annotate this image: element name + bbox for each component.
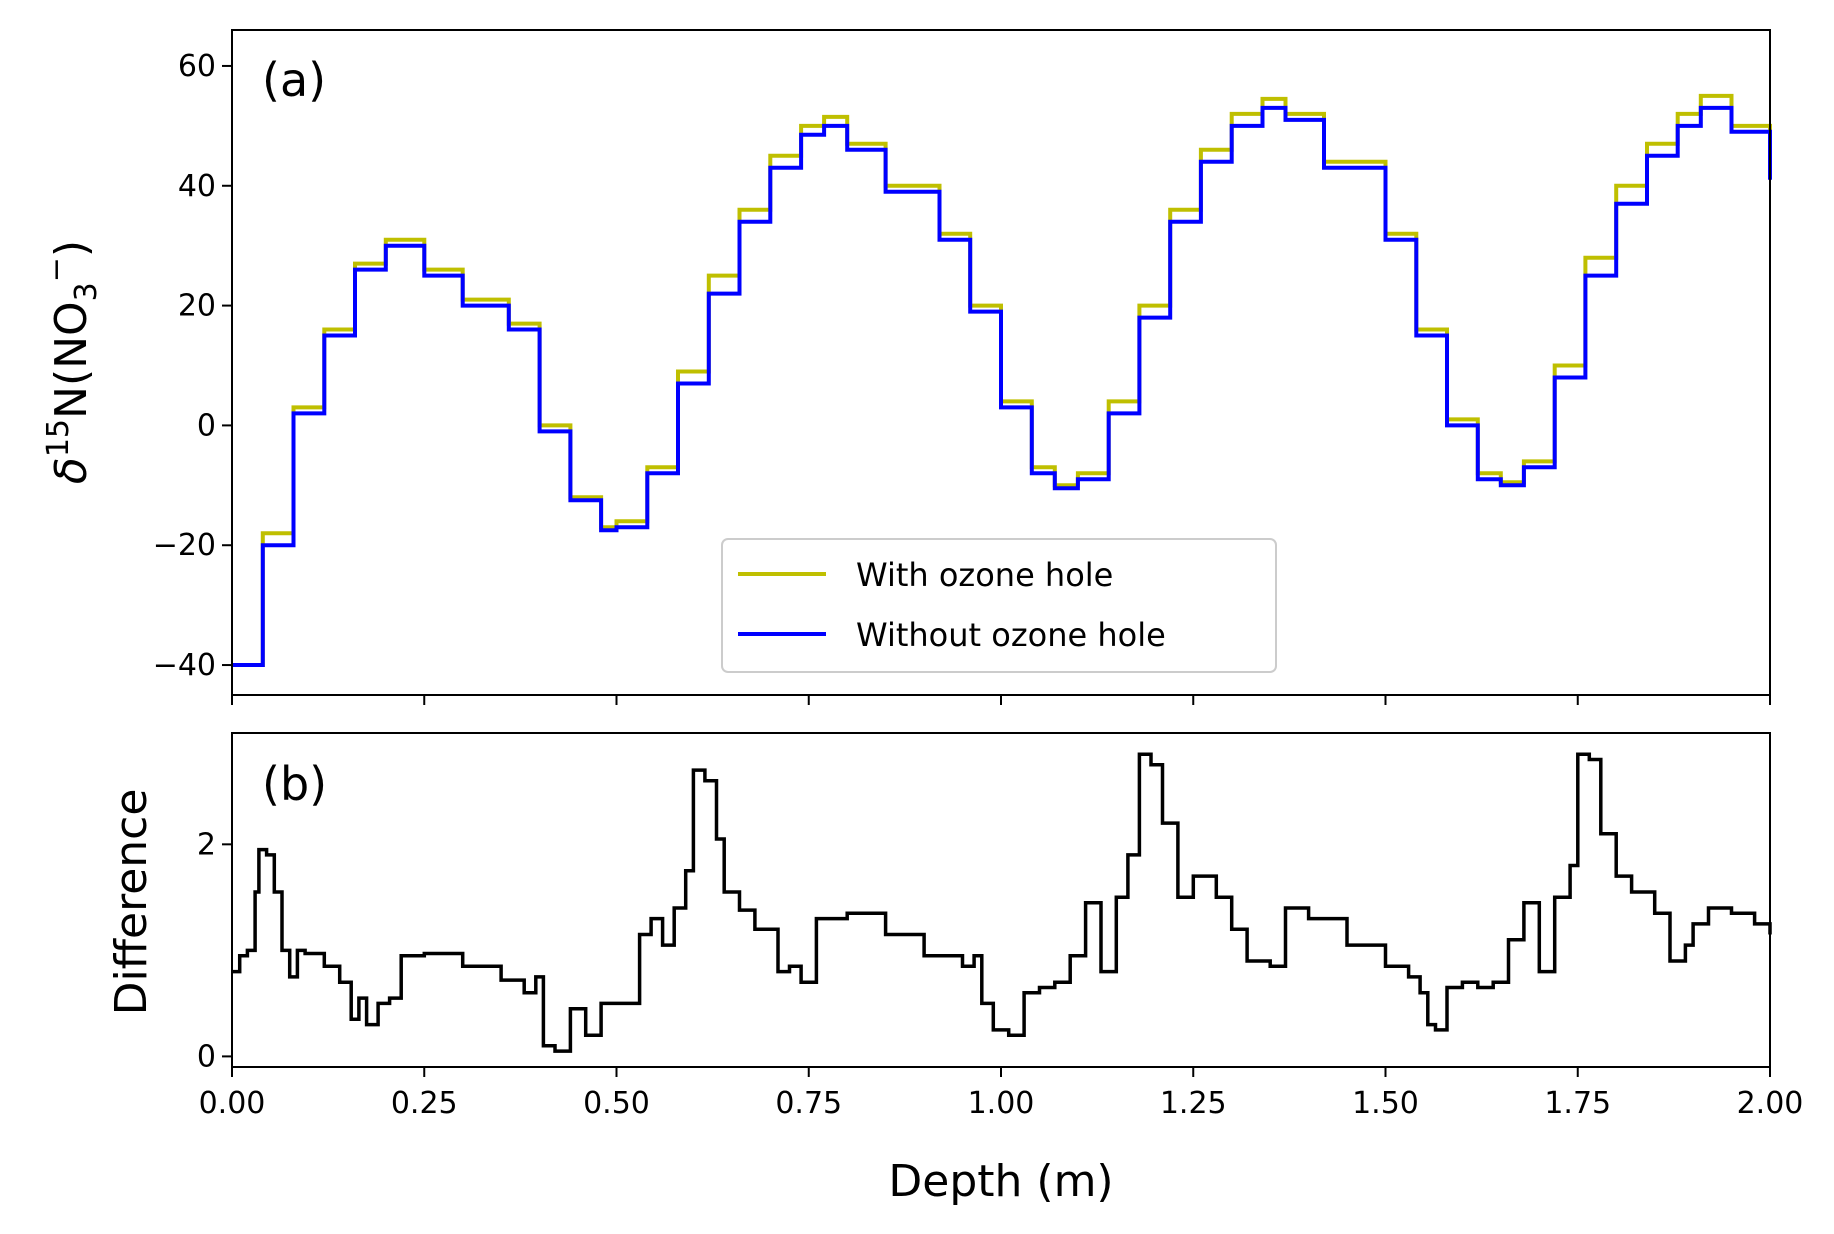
x-tick-label-7: 1.75 — [1544, 1086, 1611, 1121]
panel-b-label: (b) — [262, 757, 327, 811]
panel-a-x-ticks — [231, 695, 1771, 705]
x-tick-label-8: 2.00 — [1737, 1086, 1804, 1121]
ylabel-superscript: − — [39, 257, 74, 282]
series-line-b-0 — [232, 752, 1772, 1053]
y-tick-label-b-0: 0 — [197, 1039, 216, 1074]
panel-b-x-ticks: 0.00 0.25 0.50 0.75 1.00 1.25 1.50 1.75 2.00 — [199, 1067, 1804, 1121]
x-tick-label-6: 1.50 — [1352, 1086, 1419, 1121]
x-tick-label-3: 0.75 — [775, 1086, 842, 1121]
x-tick-label-4: 1.00 — [968, 1086, 1035, 1121]
panel-a-label: (a) — [262, 53, 326, 107]
panel-b: 02 0.00 0.25 0.50 0.75 1.00 1.25 1.50 1.75 2.00 … — [106, 732, 1804, 1207]
x-tick-label-2: 0.50 — [583, 1086, 650, 1121]
x-tick-label-5: 1.25 — [1160, 1086, 1227, 1121]
x-axis-label: Depth (m) — [888, 1156, 1113, 1207]
ylabel-species: N(NO — [46, 301, 97, 419]
panel-a-series — [232, 93, 1772, 667]
panel-b-series — [232, 752, 1772, 1053]
legend-label-without: Without ozone hole — [856, 616, 1166, 654]
panel-b-y-ticks: 02 — [197, 827, 232, 1074]
panel-a: −40 −20 0 20 40 60 (a) δ15N(NO3−) With ozone … — [39, 29, 1772, 705]
legend: With ozone hole Without ozone hole — [721, 538, 1277, 673]
x-tick-label-0: 0.00 — [199, 1086, 266, 1121]
y-tick-label-a-5: 60 — [178, 49, 216, 84]
panel-b-y-axis-label: Difference — [106, 789, 157, 1016]
x-tick-label-1: 0.25 — [391, 1086, 458, 1121]
panel-a-y-axis-label: δ15N(NO3−) — [39, 240, 104, 484]
ylabel-subscript: 3 — [69, 282, 104, 301]
ylabel-mass: 15 — [41, 419, 76, 457]
panel-a-y-ticks: −40 −20 0 20 40 60 — [153, 49, 232, 683]
legend-label-with: With ozone hole — [856, 556, 1113, 594]
y-tick-label-a-1: −20 — [153, 528, 216, 563]
legend-box — [721, 538, 1277, 673]
ylabel-close: ) — [46, 240, 97, 257]
ylabel-delta: δ — [46, 457, 97, 484]
y-tick-label-a-3: 20 — [178, 289, 216, 324]
y-tick-label-a-4: 40 — [178, 169, 216, 204]
y-tick-label-a-2: 0 — [197, 408, 216, 443]
series-line-a-1 — [232, 105, 1772, 667]
y-tick-label-b-1: 2 — [197, 827, 216, 862]
y-tick-label-a-0: −40 — [153, 648, 216, 683]
